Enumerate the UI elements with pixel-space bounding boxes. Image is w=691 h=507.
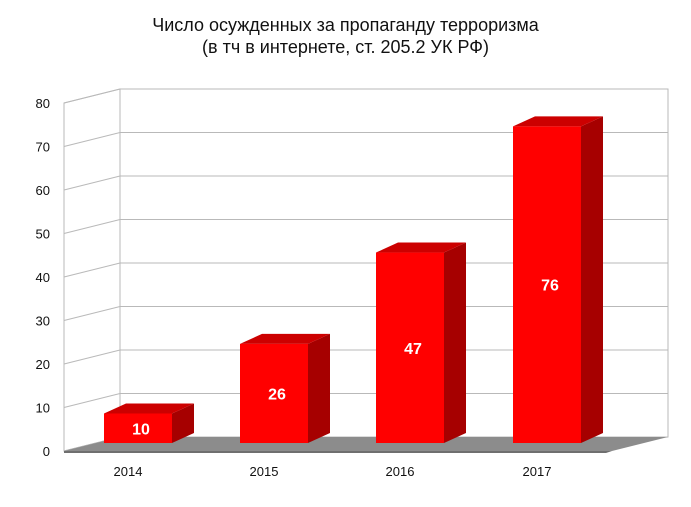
bar-side (444, 242, 466, 443)
y-tick-label: 60 (36, 183, 50, 198)
bar: 10 (104, 403, 194, 443)
bar: 26 (240, 333, 330, 443)
bar-top (376, 242, 466, 253)
bar-data-label: 76 (541, 278, 559, 295)
bar-front (104, 413, 172, 443)
x-tick-label: 2015 (250, 464, 279, 479)
y-axis: 0 10 20 30 40 50 60 70 80 (36, 96, 50, 459)
chart-title-line-1: Число осужденных за пропаганду терроризм… (152, 15, 539, 35)
gridline (63, 175, 668, 191)
bar-side (308, 333, 330, 443)
bar-front (240, 343, 308, 443)
y-tick-label: 20 (36, 357, 50, 372)
bar-front (376, 252, 444, 443)
bar-top (513, 116, 603, 127)
bar-side (172, 403, 194, 443)
bars: 10 26 47 76 (104, 116, 603, 444)
bar: 47 (376, 242, 466, 443)
bar-front (513, 126, 581, 444)
chart-title-line-2: (в тч в интернете, ст. 205.2 УК РФ) (202, 37, 489, 57)
gridline (63, 262, 668, 278)
bar-top (104, 403, 194, 414)
bar-data-label: 10 (132, 421, 150, 438)
y-tick-label: 10 (36, 401, 50, 416)
y-tick-label: 80 (36, 96, 50, 111)
floor-edge (64, 451, 612, 453)
gridline (63, 132, 668, 147)
y-tick-label: 50 (36, 227, 50, 242)
gridline (63, 349, 668, 365)
x-tick-label: 2017 (523, 464, 552, 479)
y-tick-label: 70 (36, 140, 50, 155)
y-tick-label: 40 (36, 270, 50, 285)
chart-title: Число осужденных за пропаганду терроризм… (0, 14, 691, 58)
x-tick-label: 2016 (386, 464, 415, 479)
bar-data-label: 47 (404, 341, 422, 358)
bar: 76 (513, 116, 603, 444)
bar-side (581, 116, 603, 444)
x-axis: 2014 2015 2016 2017 (114, 464, 552, 479)
x-tick-label: 2014 (114, 464, 143, 479)
y-tick-label: 0 (43, 444, 50, 459)
y-tick-label: 30 (36, 314, 50, 329)
gridline (63, 219, 668, 234)
gridline (63, 306, 668, 321)
gridline (63, 88, 668, 104)
bar-data-label: 26 (268, 386, 286, 403)
bar-top (240, 333, 330, 344)
gridline (63, 393, 668, 408)
